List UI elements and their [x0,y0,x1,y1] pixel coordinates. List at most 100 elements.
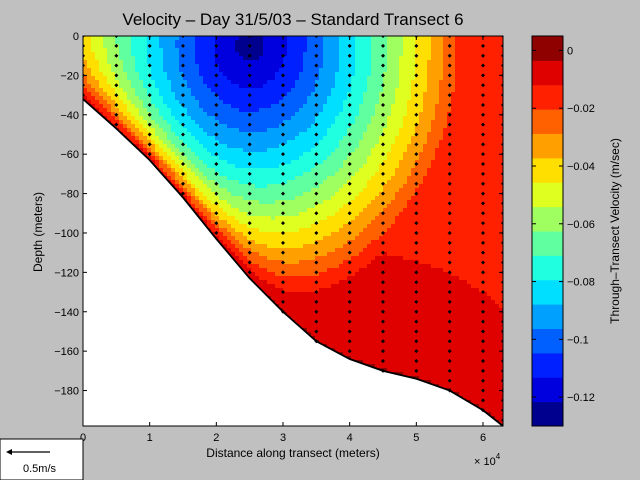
contour-cell [271,72,276,77]
contour-cell [259,172,264,177]
contour-cell [179,64,184,69]
contour-cell [259,196,264,201]
contour-cell [275,236,280,241]
contour-cell [247,40,252,45]
contour-cell [283,144,288,149]
contour-cell [227,52,232,57]
contour-cell [103,52,108,57]
contour-cell [239,160,244,165]
contour-cell [251,148,256,153]
contour-cell [243,116,248,121]
contour-cell [279,252,284,257]
contour-cell [203,136,208,141]
contour-cell [171,176,176,181]
contour-cell [243,268,248,273]
contour-cell [223,64,228,69]
contour-cell [111,64,116,69]
contour-cell [235,188,240,193]
contour-cell [243,80,248,85]
contour-cell [267,76,272,81]
contour-cell [259,260,264,265]
contour-cell [175,92,180,97]
contour-cell [159,72,164,77]
contour-cell [203,112,208,117]
contour-cell [275,152,280,157]
contour-cell [183,184,188,189]
contour-cell [207,200,212,205]
contour-cell [283,184,288,189]
contour-cell [191,96,196,101]
contour-cell [223,128,228,133]
contour-cell [107,60,112,65]
contour-cell [243,256,248,261]
contour-cell [283,56,288,61]
contour-cell [283,136,288,141]
contour-cell [239,164,244,169]
contour-cell [283,40,288,45]
contour-cell [243,100,248,105]
contour-cell [271,260,276,265]
contour-cell [283,132,288,137]
contour-cell [235,248,240,253]
contour-cell [283,192,288,197]
contour-cell [203,60,208,65]
contour-cell [191,164,196,169]
contour-cell [283,124,288,129]
contour-cell [191,120,196,125]
contour-cell [247,184,252,189]
contour-cell [159,84,164,89]
contour-cell [247,188,252,193]
contour-cell [283,164,288,169]
contour-cell [267,108,272,113]
contour-cell [219,156,224,161]
contour-cell [219,144,224,149]
contour-cell [263,68,268,73]
contour-cell [171,44,176,49]
contour-cell [247,236,252,241]
contour-cell [267,180,272,185]
contour-cell [147,48,152,53]
contour-cell [207,76,212,81]
contour-cell [263,224,268,229]
contour-cell [211,120,216,125]
contour-cell [279,80,284,85]
contour-cell [139,80,144,85]
contour-cell [139,40,144,45]
contour-cell [107,64,112,69]
contour-cell [251,48,256,53]
contour-cell [99,72,104,77]
contour-cell [223,144,228,149]
contour-cell [167,132,172,137]
contour-cell [191,200,196,205]
contour-cell [239,196,244,201]
contour-cell [279,144,284,149]
contour-cell [147,136,152,141]
contour-cell [267,200,272,205]
contour-cell [119,104,124,109]
contour-cell [91,104,96,109]
contour-cell [179,128,184,133]
contour-cell [239,84,244,89]
contour-cell [195,132,200,137]
contour-cell [223,104,228,109]
contour-cell [119,128,124,133]
contour-cell [227,88,232,93]
contour-cell [215,104,220,109]
contour-cell [263,88,268,93]
contour-cell [187,176,192,181]
contour-cell [191,112,196,117]
contour-cell [175,116,180,121]
contour-cell [259,64,264,69]
contour-cell [211,132,216,137]
contour-cell [215,168,220,173]
contour-cell [243,148,248,153]
contour-cell [155,136,160,141]
contour-cell [211,64,216,69]
contour-cell [255,236,260,241]
contour-cell [243,232,248,237]
contour-cell [207,164,212,169]
contour-cell [255,148,260,153]
contour-cell [275,184,280,189]
contour-cell [207,108,212,113]
contour-cell [135,80,140,85]
